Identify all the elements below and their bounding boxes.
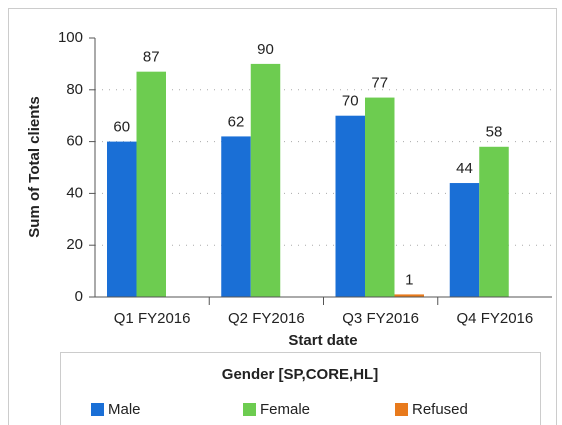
data-label: 77 xyxy=(371,75,388,92)
frame xyxy=(8,8,557,425)
y-axis-label: Sum of Total clients xyxy=(26,96,43,237)
bar xyxy=(335,115,365,297)
y-tick-label: 40 xyxy=(66,184,83,201)
bar xyxy=(479,146,509,297)
legend-title: Gender [SP,CORE,HL] xyxy=(222,366,378,383)
y-tick-label: 100 xyxy=(58,29,83,46)
y-tick-label: 20 xyxy=(66,236,83,253)
data-label: 62 xyxy=(228,113,245,130)
bar xyxy=(394,294,424,297)
data-label: 44 xyxy=(456,160,473,177)
bar xyxy=(449,183,480,297)
data-label: 70 xyxy=(342,93,359,110)
x-tick-label: Q4 FY2016 xyxy=(457,310,534,327)
data-label: 1 xyxy=(405,271,413,288)
bar xyxy=(250,63,281,298)
legend-swatch xyxy=(395,403,408,416)
y-tick-label: 80 xyxy=(66,81,83,98)
bar xyxy=(136,71,166,297)
legend-swatch xyxy=(243,403,256,416)
data-label: 87 xyxy=(143,49,160,66)
bar xyxy=(107,141,137,297)
x-axis-label: Start date xyxy=(288,332,357,349)
legend-label: Refused xyxy=(412,401,468,418)
data-label: 90 xyxy=(257,41,274,58)
legend-label: Male xyxy=(108,401,141,418)
data-label: 60 xyxy=(113,119,130,136)
y-tick-label: 0 xyxy=(75,288,83,305)
y-tick-label: 60 xyxy=(66,133,83,150)
x-tick-label: Q2 FY2016 xyxy=(228,310,305,327)
legend-swatch xyxy=(91,403,104,416)
x-tick-label: Q3 FY2016 xyxy=(342,310,419,327)
legend-box xyxy=(60,352,541,425)
x-tick-label: Q1 FY2016 xyxy=(114,310,191,327)
bar xyxy=(221,136,251,297)
bar xyxy=(365,97,395,297)
legend-label: Female xyxy=(260,401,310,418)
data-label: 58 xyxy=(486,124,503,141)
